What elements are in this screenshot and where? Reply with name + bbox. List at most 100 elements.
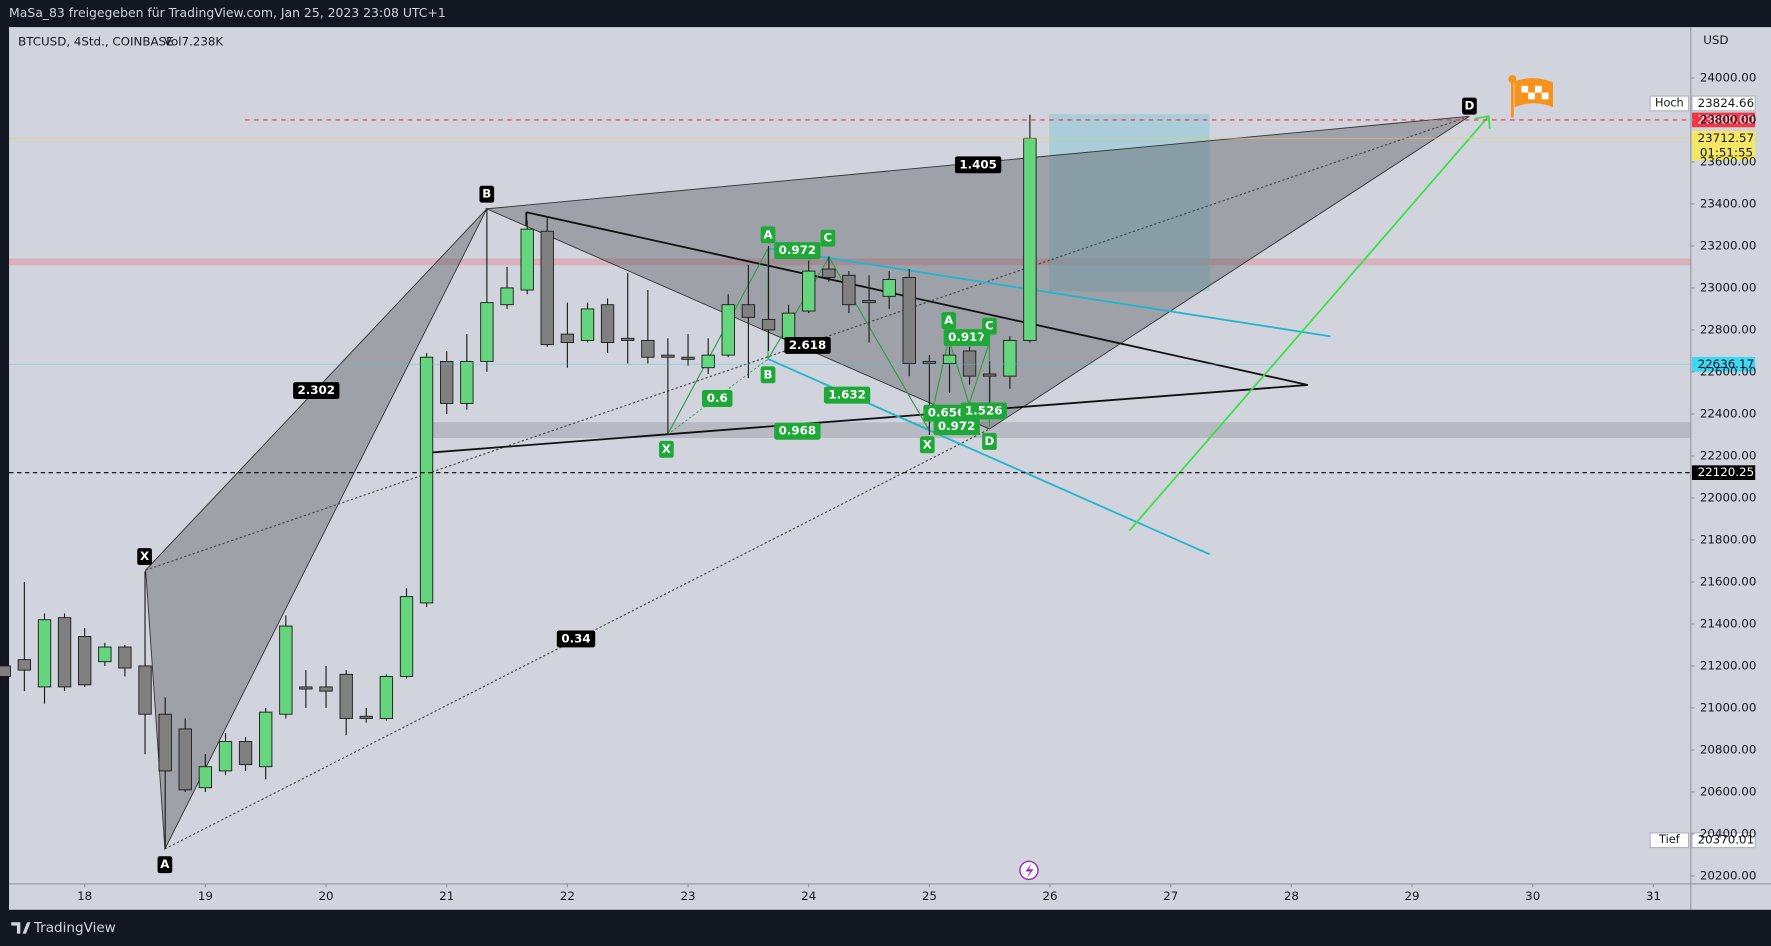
- y-tick-label: 23000.00: [1700, 280, 1757, 294]
- price-badge-label: 23712.57: [1698, 131, 1755, 145]
- drawing-label: 1.526: [965, 403, 1002, 417]
- y-tick-label: 21000.00: [1700, 700, 1757, 714]
- drawing-label: C: [824, 231, 833, 245]
- candle-body: [138, 665, 152, 715]
- candle-body: [922, 360, 937, 364]
- drawing-label-box: [823, 386, 871, 404]
- drawing-label: C: [985, 319, 994, 333]
- price-badge-label: 23800.00: [1698, 112, 1755, 126]
- drawing-label: X: [662, 442, 671, 456]
- y-tick-label: 22600.00: [1700, 364, 1757, 378]
- candle-body: [339, 673, 353, 719]
- price-badge-label: 22120.25: [1698, 465, 1755, 479]
- x-tick-label: 31: [1646, 889, 1661, 903]
- drawing-label: X: [140, 549, 149, 563]
- chart-background: [9, 27, 1771, 910]
- y-tick-label: 21200.00: [1700, 658, 1757, 672]
- x-tick-label: 28: [1284, 889, 1299, 903]
- x-tick-label: 30: [1525, 889, 1540, 903]
- candle-body: [761, 318, 776, 331]
- drawing-label-box: [820, 229, 836, 247]
- drawing-label-box: [556, 630, 596, 648]
- price-badge-label: 22636.17: [1698, 357, 1755, 371]
- candle-body: [118, 646, 132, 669]
- candle-body: [600, 304, 615, 343]
- drawing-label-box: [1462, 97, 1477, 115]
- share-text: MaSa_83 freigegeben für TradingView.com,…: [9, 5, 446, 20]
- target-arrow-head: [1474, 115, 1491, 129]
- candle-body: [882, 279, 896, 297]
- candle-body: [158, 713, 172, 772]
- candle-body: [560, 333, 575, 343]
- drawing-label: 1.405: [959, 157, 996, 171]
- drawing-label-box: [982, 432, 997, 450]
- candle-body: [822, 268, 836, 278]
- candle-body: [198, 766, 213, 789]
- price-badge-name: Hoch: [1655, 96, 1684, 109]
- drawing-label-box: [941, 312, 957, 330]
- candle-body: [721, 304, 735, 356]
- trend-line: [429, 384, 1308, 454]
- small-pattern: [667, 358, 929, 435]
- x-tick-label: 21: [439, 889, 454, 903]
- y-tick-label: 21400.00: [1700, 616, 1757, 630]
- candle-body: [279, 625, 293, 715]
- candle-body: [78, 636, 92, 686]
- x-tick-label: 29: [1405, 889, 1420, 903]
- y-tick-label: 20400.00: [1700, 826, 1757, 840]
- drawing-label: D: [984, 434, 994, 448]
- y-tick-label: 22200.00: [1700, 448, 1757, 462]
- candle-body: [0, 665, 11, 677]
- candle-body: [1003, 339, 1017, 377]
- candle-body: [701, 354, 715, 369]
- candle-body: [902, 276, 916, 364]
- price-badge-name: Tief: [1658, 833, 1681, 846]
- price-badge: [1691, 130, 1756, 161]
- drawing-label: 0.972: [938, 419, 975, 433]
- x-tick-label: 24: [801, 889, 816, 903]
- candle-body: [621, 337, 635, 341]
- drawing-label-box: [760, 366, 776, 384]
- candle-body: [580, 308, 595, 341]
- y-tick-label: 22400.00: [1700, 406, 1757, 420]
- candle-body: [681, 356, 695, 360]
- y-tick-label: 21600.00: [1700, 574, 1757, 588]
- brand-logo: [11, 922, 31, 934]
- candle-body: [500, 287, 514, 306]
- trend-line: [526, 211, 1309, 386]
- drawing-label: 0.968: [779, 424, 816, 438]
- drawing-label: 1.632: [828, 388, 865, 402]
- drawing-label-box: [960, 402, 1007, 420]
- price-badge-name-box: [1649, 832, 1690, 849]
- y-tick-label: 24000.00: [1700, 70, 1757, 84]
- candle-body: [983, 373, 997, 377]
- y-tick-label: 23800.00: [1700, 112, 1757, 126]
- pattern-dotted: [145, 115, 1470, 571]
- drawing-label-box: [982, 317, 997, 335]
- candle-body: [399, 596, 414, 677]
- candle-body: [802, 270, 816, 312]
- price-badge: [1691, 112, 1756, 128]
- drawing-label-box: [919, 436, 935, 454]
- drawing-label-box: [774, 422, 821, 440]
- drawing-label-box: [293, 382, 340, 400]
- drawing-label: D: [1465, 99, 1475, 113]
- price-badge-label: 23824.66: [1698, 96, 1755, 110]
- price-badge-name-box: [1649, 95, 1690, 112]
- candle-body: [37, 619, 52, 688]
- flag-icon: [1508, 75, 1554, 118]
- drawing-label: 0.972: [779, 243, 816, 257]
- drawing-label-box: [774, 242, 821, 260]
- candle-body: [842, 274, 856, 306]
- drawing-label: 2.302: [298, 383, 335, 397]
- drawing-label: 0.6: [707, 391, 728, 405]
- candle-body: [17, 659, 32, 671]
- price-badge-timer: 01:51:55: [1700, 145, 1753, 159]
- symbol-info: BTCUSD, 4Std., COINBASE: [18, 34, 174, 48]
- drawing-label: A: [763, 227, 773, 241]
- drawing-label-box: [923, 404, 970, 422]
- event-icon: [1019, 860, 1039, 881]
- candle-body: [98, 646, 112, 663]
- candle-body: [460, 360, 474, 404]
- drawing-label-box: [760, 226, 776, 244]
